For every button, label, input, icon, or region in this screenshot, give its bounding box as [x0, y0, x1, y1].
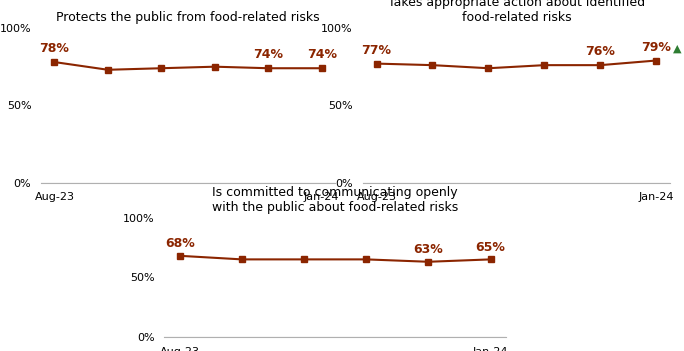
Text: 65%: 65%	[475, 241, 505, 254]
Text: 74%: 74%	[253, 48, 283, 61]
Text: 78%: 78%	[40, 42, 69, 55]
Text: 76%: 76%	[586, 45, 616, 58]
Title: Takes appropriate action about identified
food-related risks: Takes appropriate action about identifie…	[388, 0, 645, 24]
Text: 63%: 63%	[414, 243, 443, 256]
Text: 77%: 77%	[362, 44, 391, 57]
Text: ▲: ▲	[673, 44, 682, 54]
Text: 68%: 68%	[165, 237, 194, 251]
Text: 74%: 74%	[307, 48, 337, 61]
Text: 79%: 79%	[642, 41, 671, 54]
Title: Is committed to communicating openly
with the public about food-related risks: Is committed to communicating openly wit…	[212, 186, 458, 214]
Title: Protects the public from food-related risks: Protects the public from food-related ri…	[56, 11, 320, 24]
